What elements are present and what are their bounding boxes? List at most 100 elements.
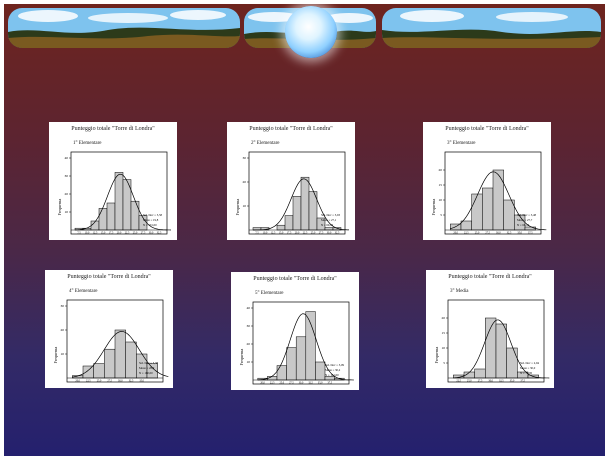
histogram-bar [471,193,483,231]
x-tick-label: 35,0 [318,382,323,385]
x-tick-label: 22,5 [270,382,275,385]
normal-curve [257,313,354,381]
histogram-bar [305,311,316,381]
stats-label: Std. Dev = 3,38 [139,361,158,366]
x-tick-label: 27,5 [141,232,146,235]
chart-title: Punteggio totale "Torre di Londra" [67,274,151,280]
histogram-svg: 10 20 30 20,0 22,5 25,0 27,5 30,0 32,5 35,0 Std. D… [53,299,169,383]
y-tick-label: 20 [439,168,443,172]
x-tick-label: 32,5 [507,232,512,235]
histogram-bar [503,199,515,231]
histogram-bar [276,365,287,381]
x-tick-label: 7,5 [77,232,81,235]
x-tick-label: 37,5 [528,232,533,235]
histogram-svg: 10 20 30 40 20,0 22,5 25,0 27,5 30,0 32,5 35,0 37,5… [239,301,354,385]
x-tick-label: 22,5 [464,232,469,235]
x-tick-label: 27,5 [289,382,294,385]
x-tick-label: 30,0 [496,232,501,235]
stats-label: N = 66,00 [517,223,530,228]
banner-left [8,8,240,48]
x-tick-label: 12,5 [93,232,98,235]
y-axis-label: Frequenza [57,198,62,215]
x-tick-label: 12,5 [271,232,276,235]
histogram-panel-3: Punteggio totale "Torre di Londra" 3° El… [423,122,551,240]
x-tick-label: 22,5 [86,380,91,383]
histogram-svg: 5 10 15 20 20,0 22,5 25,0 27,5 30,0 32,5 35,0 37,5 S… [431,151,547,235]
histogram-bar [104,348,116,379]
histogram-bar [286,347,297,381]
chart-subtitle: 2° Elementare [251,141,280,146]
y-tick-label: 5 [440,213,442,217]
x-tick-label: 25,0 [133,232,138,235]
x-tick-label: 35,0 [517,232,522,235]
y-tick-label: 15 [439,183,443,187]
slide: Punteggio totale "Torre di Londra" 1° El… [4,4,605,456]
histogram-bar [284,215,294,231]
x-tick-label: 25,0 [467,380,472,383]
histogram-panel-2: Punteggio totale "Torre di Londra" 2° El… [227,122,355,240]
y-tick-label: 30 [243,156,247,160]
stats-label: Mean = 27,1 [321,218,337,223]
chart-title: Punteggio totale "Torre di Londra" [445,126,529,132]
chart-subtitle: 4° Elementare [69,289,98,294]
histogram-panel-5: Punteggio totale "Torre di Londra" 5° El… [231,272,359,390]
x-tick-label: 10,0 [263,232,268,235]
histogram-bar [295,336,307,381]
x-tick-label: 30,0 [118,380,123,383]
stats-label: Std. Dev = 5,58 [143,213,162,218]
histogram-bar [492,169,504,231]
normal-curve [74,173,172,231]
y-axis-label: Frequenza [239,348,244,365]
histogram-bar [82,365,94,379]
x-tick-label: 27,5 [107,380,112,383]
y-axis-label: Frequenza [431,198,436,215]
normal-curve [453,319,550,379]
stats-label: N = 160,00 [139,371,153,376]
x-tick-label: 32,5 [499,380,504,383]
histogram-svg: 10 20 30 40 7,5 10,0 12,5 15,0 17,5 20,0 22,5 25,0 2… [57,151,172,235]
x-tick-label: 30,0 [149,232,154,235]
x-tick-label: 15,0 [279,232,284,235]
histogram-bar [125,341,137,379]
stats-label: N = 70,00 [520,371,533,376]
y-axis-label: Frequenza [434,346,439,363]
plot-frame [66,299,164,383]
stats-label: Mean = 30,0 [520,366,536,371]
histogram-panel-1: Punteggio totale "Torre di Londra" 1° El… [49,122,177,240]
chart-title: Punteggio totale "Torre di Londra" [249,126,333,132]
y-tick-label: 15 [442,331,446,335]
y-tick-label: 10 [247,360,251,364]
histogram-bar [524,226,536,231]
y-tick-label: 30 [65,174,69,178]
chart-subtitle: 3° Elementare [447,141,476,146]
x-tick-label: 20,0 [117,232,122,235]
x-tick-label: 27,5 [319,232,324,235]
stats-label: Std. Dev = 2,94 [520,361,539,366]
plot-frame [444,151,542,235]
plot-frame [70,151,168,235]
x-tick-label: 32,5 [335,232,340,235]
y-tick-label: 10 [65,210,69,214]
x-tick-label: 10,0 [85,232,90,235]
x-tick-label: 32,5 [157,232,162,235]
y-tick-label: 20 [247,342,251,346]
stats-label: Mean = 30,2 [325,368,341,373]
x-tick-label: 22,5 [125,232,130,235]
stats-label: N = 101,00 [143,223,157,228]
x-tick-label: 25,0 [311,232,316,235]
x-tick-label: 32,5 [308,382,313,385]
y-tick-label: 40 [247,306,251,310]
histogram-bar [315,361,326,381]
x-tick-label: 35,0 [510,380,515,383]
histogram-panel-6: Punteggio totale "Torre di Londra" 3° Me… [426,270,554,388]
histogram-svg: 5 10 15 20 22,5 25,0 27,5 30,0 32,5 35,0 37,5 Std. … [434,299,550,383]
histogram-bar [114,329,126,379]
x-tick-label: 22,5 [303,232,308,235]
x-tick-label: 37,5 [520,380,525,383]
chart-subtitle: 5° Elementare [255,291,284,296]
x-tick-label: 27,5 [478,380,483,383]
y-tick-label: 20 [442,316,446,320]
x-tick-label: 20,0 [75,380,80,383]
histogram-bar [506,347,518,379]
normal-curve [252,178,350,231]
